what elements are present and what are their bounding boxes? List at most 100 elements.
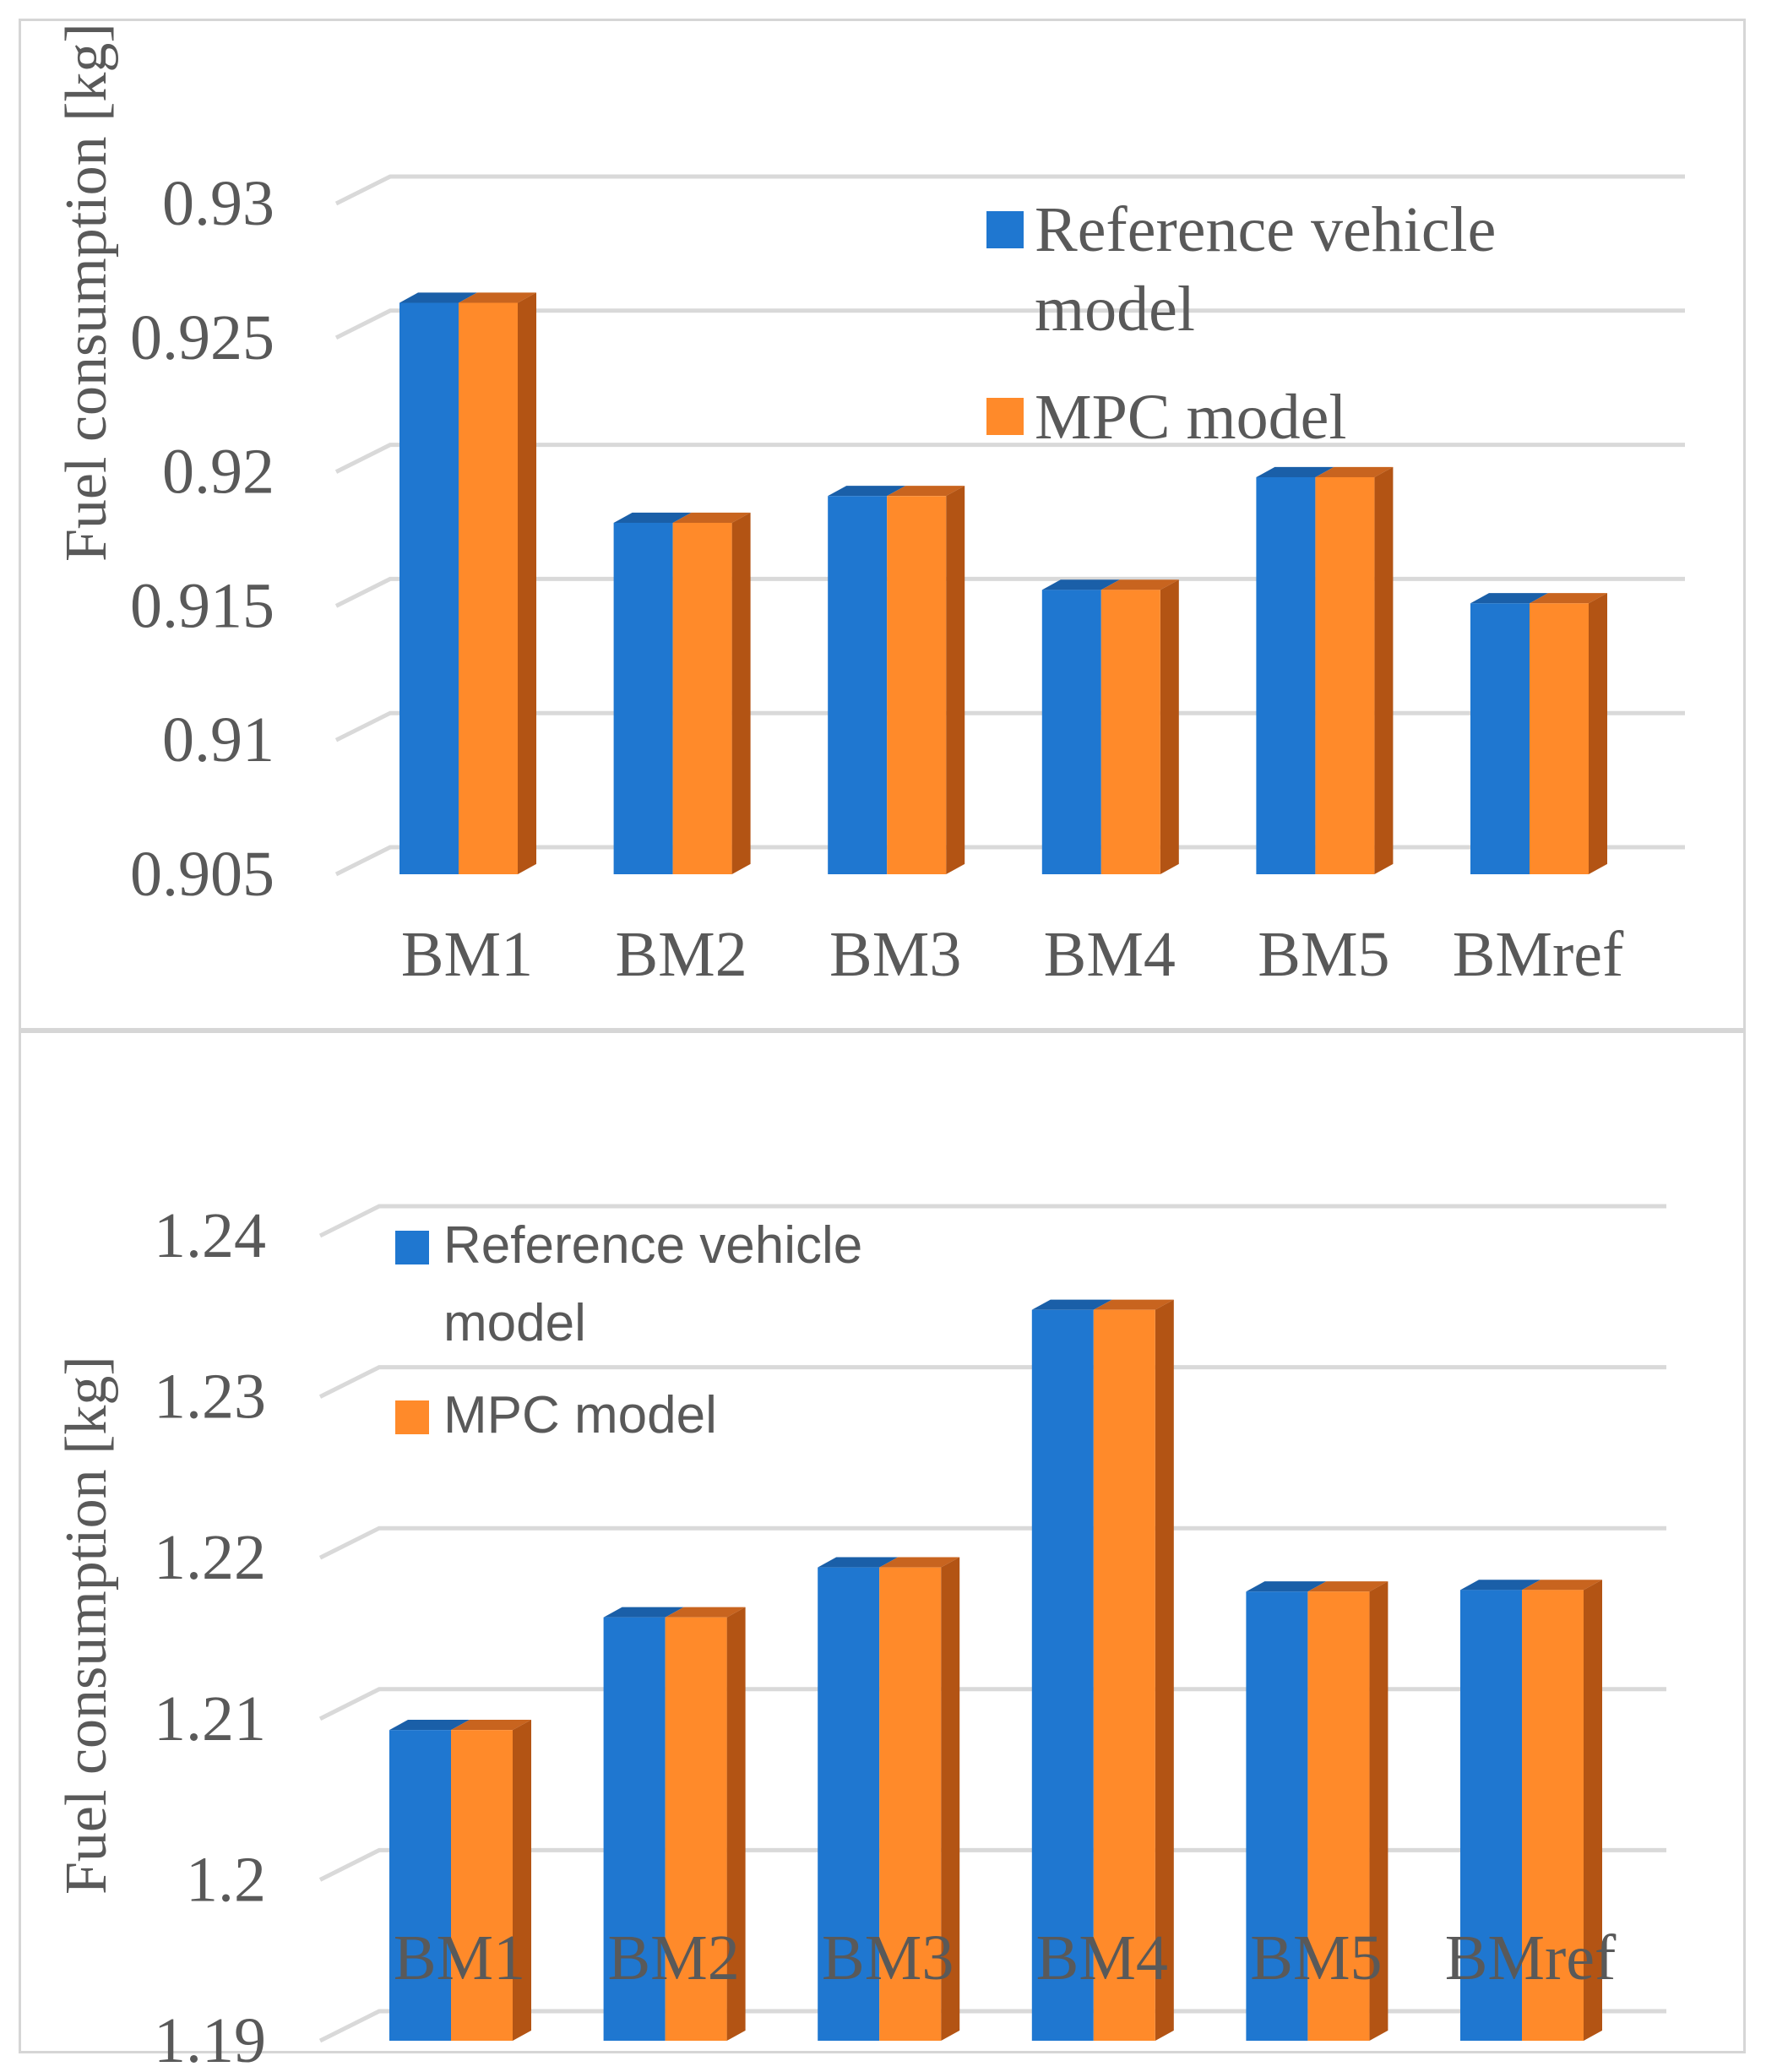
bar-side-BM3 — [941, 1557, 960, 2041]
bar-reference-top-BM4 — [1031, 1299, 1112, 1310]
chart-bottom: Fuel consumption [kg] 1.19 1.2 1.21 1.22 1.2… — [54, 1200, 1666, 2072]
y-axis-label: Fuel consumption [kg] — [54, 1356, 119, 1895]
y-tick-label: 1.21 — [154, 1683, 266, 1754]
bar-mpc-BM3 — [887, 496, 947, 874]
bar-mpc-top-BM1 — [451, 1720, 531, 1731]
gridline — [318, 1525, 1666, 1560]
bar-mpc-top-BM4 — [1100, 579, 1179, 590]
gridline — [334, 174, 1685, 206]
bar-reference-BM5 — [1246, 1591, 1308, 2041]
bar-reference-BM4 — [1031, 1309, 1094, 2041]
y-tick-label: 0.925 — [130, 302, 274, 373]
bar-mpc-top-BMref — [1522, 1580, 1602, 1591]
bar-reference-BM1 — [389, 1730, 451, 2041]
bar-mpc-top-BM4 — [1093, 1299, 1174, 1310]
gridline — [318, 1687, 1666, 1721]
y-tick-label: 0.915 — [130, 570, 274, 641]
legend-label-reference-line2: model — [1035, 274, 1195, 345]
bar-side-BM5 — [1369, 1581, 1388, 2041]
legend-label-mpc: MPC model — [1035, 382, 1347, 453]
y-tick-labels: 1.19 1.2 1.21 1.22 1.23 1.24 — [154, 1200, 266, 2072]
bar-mpc-top-BM1 — [459, 292, 536, 303]
y-axis-label: Fuel consumption [kg] — [54, 23, 119, 562]
bar-reference-top-BM3 — [828, 486, 906, 497]
bar-reference-top-BM4 — [1041, 579, 1120, 590]
bar-reference-top-BM2 — [613, 512, 692, 523]
bar-mpc-BM5 — [1307, 1591, 1370, 2041]
gridline — [318, 2009, 1666, 2043]
bar-mpc-BM3 — [879, 1567, 942, 2041]
x-tick-labels: BM1 BM2 BM3 BM4 BM5 BMref — [394, 1922, 1617, 1993]
bar-mpc-BM2 — [665, 1617, 727, 2041]
x-tick-label-BM5: BM5 — [1250, 1922, 1382, 1993]
bar-mpc-top-BM2 — [672, 512, 751, 523]
x-tick-label-BM5: BM5 — [1258, 919, 1389, 990]
legend-label-reference-line1: Reference vehicle — [443, 1216, 862, 1275]
bar-reference-top-BM3 — [818, 1557, 899, 1568]
bar-reference-BM5 — [1256, 476, 1316, 874]
bar-mpc-top-BM2 — [665, 1607, 746, 1618]
gridline — [334, 443, 1685, 474]
bar-mpc-BM5 — [1315, 476, 1375, 874]
gridline — [318, 1204, 1666, 1238]
bar-side-BM5 — [1374, 466, 1394, 874]
bar-reference-top-BMref — [1460, 1580, 1541, 1591]
y-tick-label: 0.905 — [130, 839, 274, 910]
x-tick-label-BMref: BMref — [1453, 919, 1624, 990]
bar-reference-BM1 — [399, 302, 459, 875]
bar-reference-top-BM1 — [399, 292, 477, 303]
bar-side-BM1 — [518, 292, 536, 874]
legend-swatch-reference — [986, 211, 1024, 248]
bar-reference-top-BM1 — [389, 1720, 470, 1731]
bar-reference-top-BM5 — [1246, 1581, 1327, 1592]
gridline — [318, 1365, 1666, 1399]
bar-side-BMref — [1584, 1580, 1602, 2041]
bar-reference-top-BMref — [1470, 593, 1548, 604]
bar-mpc-top-BM3 — [887, 486, 965, 497]
bar-mpc-top-BM5 — [1307, 1581, 1388, 1592]
y-tick-label: 0.92 — [162, 437, 274, 508]
bar-mpc-BMref — [1530, 603, 1589, 874]
bar-reference-BMref — [1470, 603, 1530, 874]
bar-side-BMref — [1589, 593, 1607, 874]
legend: Reference vehicle model MPC model — [986, 194, 1496, 453]
legend-swatch-mpc — [395, 1400, 429, 1434]
gridline — [334, 308, 1685, 340]
legend-label-mpc: MPC model — [443, 1386, 717, 1444]
y-tick-label: 0.93 — [162, 168, 274, 239]
bar-mpc-BM2 — [672, 522, 732, 874]
bar-reference-BM2 — [613, 522, 673, 874]
legend-label-reference-line1: Reference vehicle — [1035, 194, 1496, 265]
bar-mpc-BM1 — [459, 302, 518, 875]
x-tick-label-BM3: BM3 — [822, 1922, 954, 1993]
bar-mpc-top-BM3 — [879, 1557, 960, 1568]
bar-reference-BM4 — [1041, 590, 1101, 874]
bar-mpc-BM4 — [1100, 590, 1160, 874]
x-tick-label-BM1: BM1 — [401, 919, 533, 990]
x-tick-labels: BM1 BM2 BM3 BM4 BM5 BMref — [401, 919, 1624, 990]
y-tick-label: 1.22 — [154, 1522, 266, 1593]
x-tick-label-BM2: BM2 — [607, 1922, 739, 1993]
bar-side-BM4 — [1160, 579, 1179, 874]
chart-panel-bottom: Fuel consumption [kg] 1.19 1.2 1.21 1.22 1.2… — [19, 1031, 1746, 2072]
chart-panel-top: Fuel consumption [kg] 0.905 0.91 0.915 0.92… — [19, 19, 1746, 1031]
bar-mpc-top-BM5 — [1315, 466, 1394, 477]
y-tick-label: 1.23 — [154, 1362, 266, 1433]
x-tick-label-BM2: BM2 — [615, 919, 747, 990]
bar-mpc-BM1 — [451, 1730, 513, 2041]
y-tick-label: 1.24 — [154, 1200, 266, 1271]
gridline — [334, 710, 1685, 742]
bar-side-BM3 — [946, 486, 965, 874]
bar-mpc-top-BMref — [1530, 593, 1607, 604]
gridline — [334, 845, 1685, 877]
bars — [399, 292, 1607, 875]
y-tick-label: 1.2 — [186, 1844, 266, 1915]
gridline — [318, 1847, 1666, 1882]
legend-swatch-mpc — [986, 398, 1024, 435]
legend-label-reference-line2: model — [443, 1294, 586, 1352]
bar-side-BM4 — [1155, 1299, 1174, 2041]
bar-mpc-BM4 — [1093, 1309, 1155, 2041]
x-tick-label-BMref: BMref — [1445, 1922, 1617, 1993]
bar-reference-BM3 — [828, 496, 888, 874]
y-tick-label: 1.19 — [154, 2005, 266, 2072]
